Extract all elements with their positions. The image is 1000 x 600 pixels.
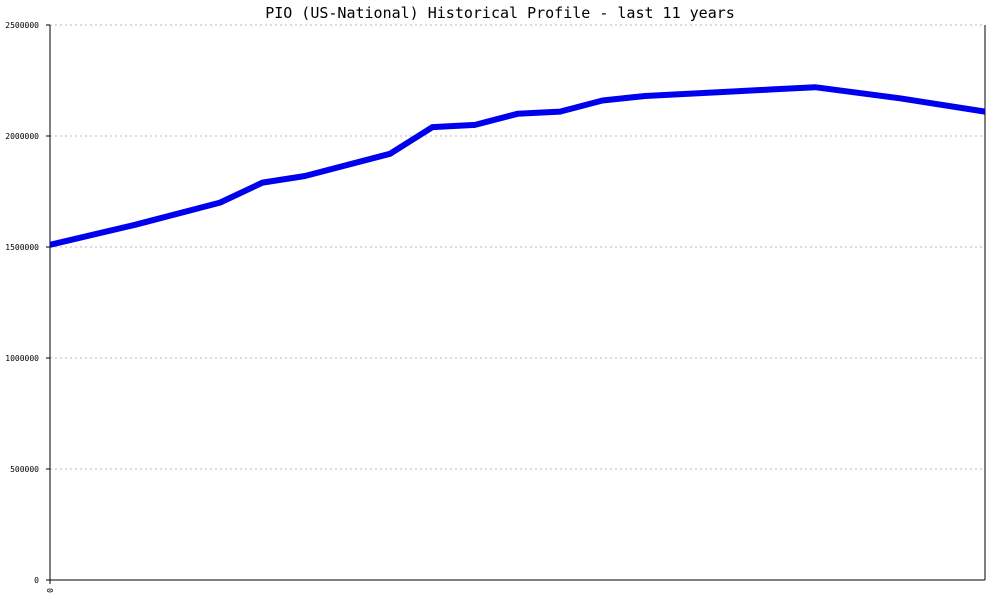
y-tick-label: 0 <box>34 576 39 585</box>
series-line <box>49 84 986 248</box>
y-tick-label: 1500000 <box>5 243 39 252</box>
x-tick-label: 0 <box>46 588 55 593</box>
y-tick-label: 2000000 <box>5 132 39 141</box>
y-tick-label: 500000 <box>10 465 39 474</box>
y-tick-label: 1000000 <box>5 354 39 363</box>
y-tick-label: 2500000 <box>5 21 39 30</box>
y-tick-labels: 0 500000 1000000 1500000 2000000 2500000 <box>5 21 39 585</box>
chart-title: PIO (US-National) Historical Profile - l… <box>265 4 735 22</box>
series-layer <box>49 84 986 248</box>
axes <box>46 24 986 584</box>
grid-lines <box>50 24 985 470</box>
x-tick-labels: 0 <box>46 588 55 593</box>
